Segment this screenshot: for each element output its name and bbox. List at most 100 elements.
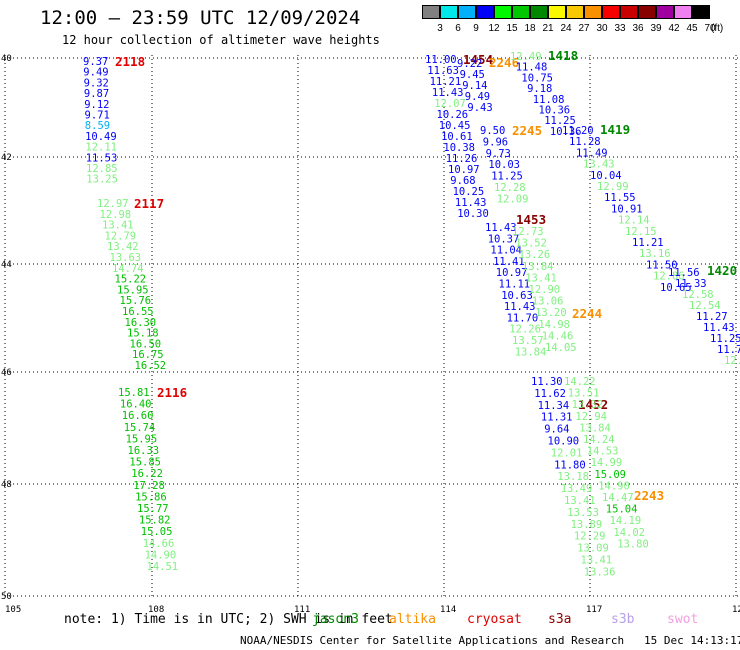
wave-height-reading: 9.43 bbox=[467, 102, 492, 114]
wave-height-reading: 9.22 bbox=[457, 58, 482, 70]
wave-height-reading: 13.26 bbox=[519, 249, 551, 261]
wave-height-reading: 12.54 bbox=[689, 300, 721, 312]
wave-height-reading: 11.27 bbox=[696, 311, 728, 323]
longitude-label: 105 bbox=[5, 605, 21, 615]
scale-swatch bbox=[638, 5, 656, 19]
scale-tick-label: 9 bbox=[473, 23, 479, 34]
wave-height-reading: 12.85 bbox=[86, 163, 118, 175]
legend-item-s3a: s3a bbox=[548, 612, 572, 627]
scale-tick-label: 70 bbox=[704, 23, 716, 34]
wave-height-reading: 12.01 bbox=[551, 447, 583, 459]
wave-height-reading: 16.40 bbox=[120, 399, 152, 411]
legend-item-jason3: jason3 bbox=[312, 612, 359, 627]
wave-height-reading: 15.18 bbox=[127, 328, 159, 340]
wave-height-reading: 12.07 bbox=[434, 98, 466, 110]
scale-tick-label: 3 bbox=[437, 23, 443, 34]
wave-height-reading: 11.62 bbox=[534, 388, 566, 400]
wave-height-reading: 9.14 bbox=[462, 80, 487, 92]
wave-height-reading: 10.91 bbox=[611, 203, 643, 215]
wave-height-reading: 14.05 bbox=[545, 342, 577, 354]
pass-time-label: 2116 bbox=[157, 385, 187, 400]
wave-height-reading: 10.97 bbox=[496, 267, 528, 279]
wave-height-reading: 9.71 bbox=[85, 110, 110, 122]
pass-time-label: 2244 bbox=[572, 306, 602, 321]
pass-time-label: 2117 bbox=[134, 196, 164, 211]
wave-height-reading: 13.18 bbox=[557, 471, 589, 483]
wave-height-reading: 12.97 bbox=[97, 198, 129, 210]
wave-height-reading: 10.04 bbox=[590, 170, 622, 182]
legend-item-altika: altika bbox=[389, 612, 436, 627]
scale-swatch bbox=[692, 5, 710, 19]
satellite-track: 15.8116.4016.6015.7415.9516.3315.8516.22… bbox=[118, 385, 187, 573]
credit-line: NOAA/NESDIS Center for Satellite Applica… bbox=[240, 634, 740, 647]
wave-height-reading: 11.43 bbox=[703, 322, 735, 334]
satellite-track: 14.2213.5113.3212.9413.8414.2414.5314.99… bbox=[564, 376, 664, 550]
wave-height-reading: 11.33 bbox=[675, 278, 707, 290]
wave-height-reading: 15.81 bbox=[118, 387, 150, 399]
wave-height-reading: 12.90 bbox=[529, 284, 561, 296]
wave-height-reading: 10.49 bbox=[85, 131, 117, 143]
wave-height-reading: 11.73 bbox=[717, 344, 740, 356]
scale-tick-label: 18 bbox=[524, 23, 536, 34]
wave-height-reading: 12.28 bbox=[494, 182, 526, 194]
wave-height-reading: 12.11 bbox=[85, 142, 117, 154]
scale-swatch bbox=[512, 5, 530, 19]
wave-height-reading: 11.49 bbox=[576, 147, 608, 159]
wave-height-reading: 16.55 bbox=[122, 306, 154, 318]
wave-height-reading: 11.55 bbox=[604, 192, 636, 204]
wave-height-reading: 16.22 bbox=[131, 468, 163, 480]
scale-tick-label: 45 bbox=[686, 23, 698, 34]
scale-swatch bbox=[530, 5, 548, 19]
lat-lon-grid bbox=[4, 55, 738, 598]
wave-height-reading: 13.80 bbox=[617, 538, 649, 550]
wave-height-reading: 11.80 bbox=[554, 459, 586, 471]
scale-tick-label: 27 bbox=[578, 23, 590, 34]
wave-height-reading: 9.64 bbox=[544, 424, 569, 436]
wave-height-reading: 13.84 bbox=[515, 346, 547, 358]
wave-height-reading: 13.41 bbox=[102, 220, 134, 232]
wave-height-reading: 9.32 bbox=[84, 77, 109, 89]
wave-height-reading: 9.87 bbox=[84, 88, 109, 100]
wave-height-reading: 11.21 bbox=[632, 237, 664, 249]
wave-height-reading: 11.43 bbox=[432, 87, 464, 99]
satellite-track: 12.4911.4810.759.1811.0810.3611.2510.361… bbox=[510, 48, 582, 138]
wave-height-reading: 11.11 bbox=[499, 279, 531, 291]
wave-height-reading: 16.60 bbox=[122, 410, 154, 422]
wave-height-reading: 10.75 bbox=[521, 72, 553, 84]
wave-height-reading: 14.66 bbox=[143, 538, 175, 550]
latitude-label: 50 bbox=[1, 592, 12, 602]
satellite-track: 11.4310.3711.0411.4110.9711.1110.6311.43… bbox=[485, 212, 546, 358]
wave-height-reading: 10.90 bbox=[548, 436, 580, 448]
wave-height-reading: 10.63 bbox=[501, 290, 533, 302]
wave-height-reading: 11.28 bbox=[569, 136, 601, 148]
wave-height-reading: 12.99 bbox=[597, 181, 629, 193]
wave-height-reading: 15.95 bbox=[117, 284, 149, 296]
wave-height-reading: 12.14 bbox=[618, 215, 650, 227]
scale-swatch bbox=[566, 5, 584, 19]
latitude-label: 42 bbox=[1, 153, 12, 163]
wave-height-reading: 9.49 bbox=[83, 67, 108, 79]
wave-height-reading: 12.26 bbox=[509, 324, 541, 336]
pass-time-label: 2245 bbox=[512, 123, 542, 138]
wave-height-reading: 13.51 bbox=[568, 388, 600, 400]
latitude-label: 46 bbox=[1, 368, 12, 378]
wave-height-reading: 14.90 bbox=[598, 480, 630, 492]
scale-tick-label: 30 bbox=[596, 23, 608, 34]
wave-height-reading: 10.37 bbox=[488, 233, 520, 245]
satellite-track: 9.229.459.149.499.43 2246 bbox=[457, 55, 519, 114]
scale-swatch bbox=[548, 5, 566, 19]
wave-height-reading: 15.22 bbox=[115, 274, 147, 286]
wave-height-reading: 16.50 bbox=[130, 338, 162, 350]
wave-height-reading: 15.85 bbox=[129, 457, 161, 469]
wave-height-reading: 12.29 bbox=[574, 531, 606, 543]
wave-height-reading: 13.43 bbox=[583, 159, 615, 171]
wave-height-reading: 9.18 bbox=[527, 83, 552, 95]
axis-labels: 40 42 44 46 48 50 105 108 111 114 117 120 bbox=[1, 54, 740, 615]
scale-tick-label: 21 bbox=[542, 23, 554, 34]
scale-swatch bbox=[674, 5, 692, 19]
scale-swatch bbox=[440, 5, 458, 19]
pass-time-label: 2118 bbox=[115, 54, 145, 69]
wave-height-reading: 16.30 bbox=[125, 317, 157, 329]
